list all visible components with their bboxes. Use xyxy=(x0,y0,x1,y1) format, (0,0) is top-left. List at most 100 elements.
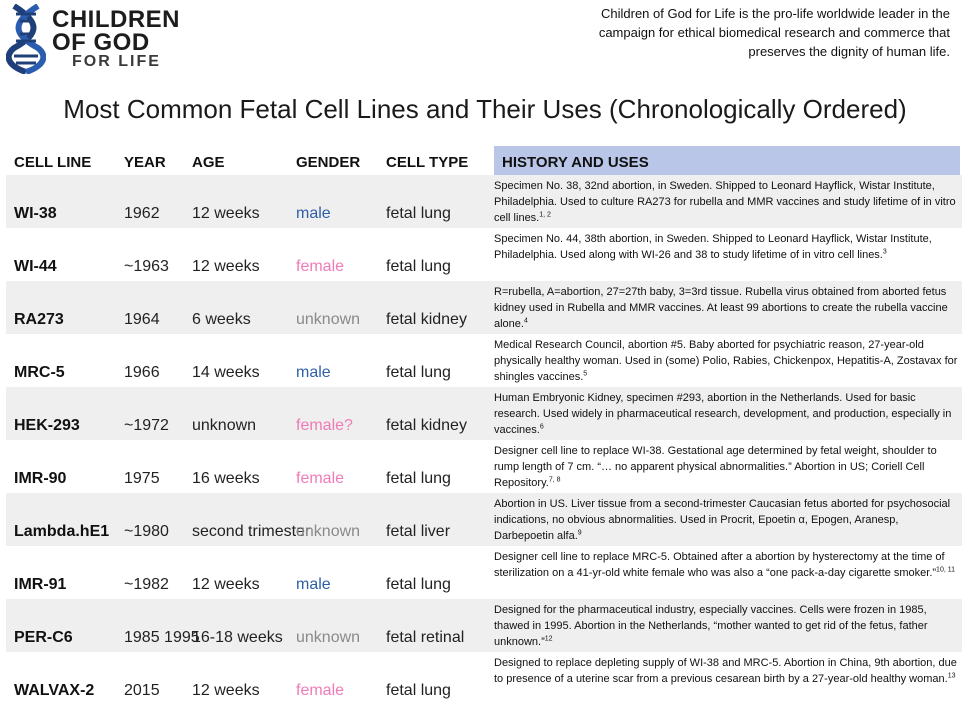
cell-year: 1964 xyxy=(124,311,160,328)
cell-type: fetal retinal xyxy=(386,629,465,646)
footnote-ref: 4 xyxy=(523,317,528,325)
cell-age: 16-18 weeks xyxy=(192,629,283,646)
cell-line-name: WI-44 xyxy=(14,258,57,275)
cell-line-name: WI-38 xyxy=(14,205,57,222)
history-text: Specimen No. 38, 32nd abortion, in Swede… xyxy=(494,180,956,224)
cell-gender: male xyxy=(296,576,331,593)
header-age: AGE xyxy=(192,154,225,171)
footnote-ref: 5 xyxy=(583,370,588,378)
cell-year: ~1982 xyxy=(124,576,169,593)
table-row: HEK-293 ~1972 unknown female? fetal kidney Hu… xyxy=(6,387,962,440)
history-text: Abortion in US. Liver tissue from a seco… xyxy=(494,498,951,542)
cell-year: ~1980 xyxy=(124,523,169,540)
header-cell-line: CELL LINE xyxy=(14,154,92,171)
table-row: WI-44 ~1963 12 weeks female fetal lung Specim… xyxy=(6,228,962,281)
cell-year: 1975 xyxy=(124,470,160,487)
cell-type: fetal liver xyxy=(386,523,451,540)
cell-type: fetal lung xyxy=(386,576,451,593)
cell-gender: female xyxy=(296,470,345,487)
cell-year: 2015 xyxy=(124,682,160,699)
table-header: CELL LINE YEAR AGE GENDER CELL TYPE HIST… xyxy=(6,146,962,175)
cell-year: 1962 xyxy=(124,205,160,222)
tagline: Children of God for Life is the pro-life… xyxy=(598,6,950,59)
table-row: IMR-91 ~1982 12 weeks male fetal lung Designe… xyxy=(6,546,962,599)
logo: CHILDREN OF GOD FOR LIFE xyxy=(6,2,206,74)
cell-age: 12 weeks xyxy=(192,576,260,593)
logo-line-2: OF GOD xyxy=(52,29,150,56)
cell-gender: female xyxy=(296,682,345,699)
cell-history: Specimen No. 44, 38th abortion, in Swede… xyxy=(494,231,960,263)
history-text: Designer cell line to replace MRC-5. Obt… xyxy=(494,551,945,579)
cell-type: fetal lung xyxy=(386,364,451,381)
cell-line-name: Lambda.hE1 xyxy=(14,523,110,540)
cell-line-name: IMR-90 xyxy=(14,470,67,487)
cell-line-name: PER-C6 xyxy=(14,629,73,646)
footnote-ref: 7, 8 xyxy=(548,476,561,484)
table-row: PER-C6 1985 1995 16-18 weeks unknown fetal r… xyxy=(6,599,962,652)
cell-gender: unknown xyxy=(296,523,361,540)
table-row: MRC-5 1966 14 weeks male fetal lung Medical R… xyxy=(6,334,962,387)
footnote-ref: 1, 2 xyxy=(539,211,551,219)
cell-history: Human Embryonic Kidney, specimen #293, a… xyxy=(494,390,960,438)
cell-line-name: MRC-5 xyxy=(14,364,65,381)
table-body: WI-38 1962 12 weeks male fetal lung Specimen … xyxy=(6,175,962,705)
cell-gender: unknown xyxy=(296,311,361,328)
cell-history: Designer cell line to replace MRC-5. Obt… xyxy=(494,549,960,581)
footnote-ref: 12 xyxy=(544,635,553,643)
cell-gender: unknown xyxy=(296,629,361,646)
cell-type: fetal lung xyxy=(386,258,451,275)
history-text: Medical Research Council, abortion #5. B… xyxy=(494,339,958,383)
cell-history: Medical Research Council, abortion #5. B… xyxy=(494,337,960,385)
footnote-ref: 3 xyxy=(882,248,887,256)
footnote-ref: 13 xyxy=(947,672,956,680)
cell-line-name: IMR-91 xyxy=(14,576,67,593)
table-row: IMR-90 1975 16 weeks female fetal lung Design… xyxy=(6,440,962,493)
footnote-ref: 9 xyxy=(577,529,582,537)
history-text: R=rubella, A=abortion, 27=27th baby, 3=3… xyxy=(494,286,948,330)
logo-line-3: FOR LIFE xyxy=(72,53,161,70)
cell-type: fetal kidney xyxy=(386,417,467,434)
table-row: RA273 1964 6 weeks unknown fetal kidney R=rub… xyxy=(6,281,962,334)
cell-year: ~1972 xyxy=(124,417,169,434)
cell-line-name: RA273 xyxy=(14,311,64,328)
cell-age: 12 weeks xyxy=(192,205,260,222)
cell-gender: male xyxy=(296,364,331,381)
page-title: Most Common Fetal Cell Lines and Their U… xyxy=(63,94,907,124)
history-text: Designed to replace depleting supply of … xyxy=(494,657,957,685)
cell-year: 1985 1995 xyxy=(124,629,200,646)
table-row: Lambda.hE1 ~1980 second trimester unknown fe… xyxy=(6,493,962,546)
cell-gender: female? xyxy=(296,417,353,434)
cell-history: R=rubella, A=abortion, 27=27th baby, 3=3… xyxy=(494,284,960,332)
logo-line-1: CHILDREN xyxy=(52,6,180,33)
cell-age: unknown xyxy=(192,417,257,434)
header-gender: GENDER xyxy=(296,154,361,171)
history-text: Designed for the pharmaceutical industry… xyxy=(494,604,928,648)
footnote-ref: 10, 11 xyxy=(936,566,955,574)
cell-gender: male xyxy=(296,205,331,222)
cell-year: 1966 xyxy=(124,364,160,381)
cell-history: Specimen No. 38, 32nd abortion, in Swede… xyxy=(494,178,960,226)
cell-lines-table: CELL LINE YEAR AGE GENDER CELL TYPE HIST… xyxy=(6,146,962,705)
history-text: Human Embryonic Kidney, specimen #293, a… xyxy=(494,392,952,436)
header-year: YEAR xyxy=(124,154,166,171)
cell-type: fetal kidney xyxy=(386,311,467,328)
header-history: HISTORY AND USES xyxy=(494,146,960,175)
cell-line-name: WALVAX-2 xyxy=(14,682,95,699)
cell-history: Abortion in US. Liver tissue from a seco… xyxy=(494,496,960,544)
header-cell-type: CELL TYPE xyxy=(386,154,469,171)
cell-history: Designer cell line to replace WI-38. Ges… xyxy=(494,443,960,491)
footnote-ref: 6 xyxy=(539,423,544,431)
cell-history: Designed for the pharmaceutical industry… xyxy=(494,602,960,650)
dna-helix-icon xyxy=(6,4,46,74)
cell-age: 12 weeks xyxy=(192,682,260,699)
cell-type: fetal lung xyxy=(386,682,451,699)
table-row: WALVAX-2 2015 12 weeks female fetal lung Desi… xyxy=(6,652,962,705)
cell-age: 6 weeks xyxy=(192,311,251,328)
history-text: Designer cell line to replace WI-38. Ges… xyxy=(494,445,937,489)
cell-age: 16 weeks xyxy=(192,470,260,487)
cell-type: fetal lung xyxy=(386,470,451,487)
cell-age: 14 weeks xyxy=(192,364,260,381)
cell-year: ~1963 xyxy=(124,258,169,275)
cell-age: second trimester xyxy=(192,523,311,540)
table-row: WI-38 1962 12 weeks male fetal lung Specimen … xyxy=(6,175,962,228)
